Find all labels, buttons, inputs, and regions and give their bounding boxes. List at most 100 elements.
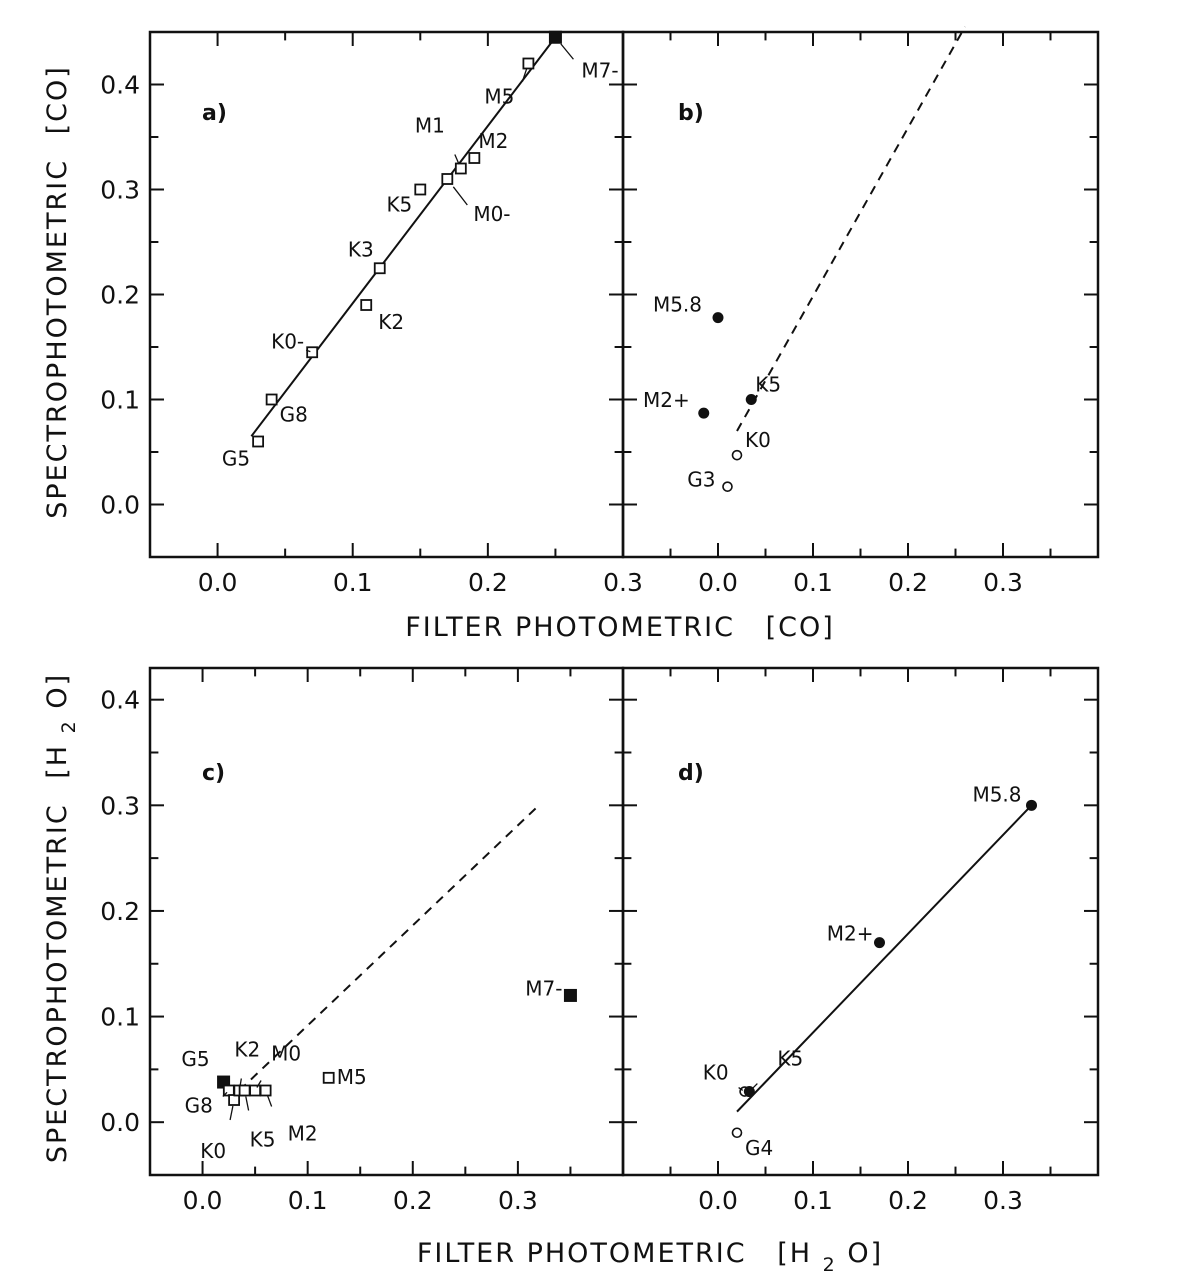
bottom-ylabel-unit-prefix: [H <box>42 744 73 779</box>
point-m5-8 <box>712 312 724 324</box>
x-tick-label: 0.3 <box>603 568 643 597</box>
y-tick-label: 0.4 <box>100 71 140 100</box>
point-label: G8 <box>185 1094 213 1118</box>
point-label: K0 <box>745 428 771 452</box>
point-label: G5 <box>181 1047 209 1071</box>
point-label: M2+ <box>643 388 690 412</box>
y-tick-label: 0.4 <box>100 686 140 715</box>
point-label: M5 <box>484 85 514 109</box>
y-tick-label: 0.1 <box>100 1003 140 1032</box>
point-label: M5 <box>337 1065 367 1089</box>
point-m5 <box>322 1071 335 1084</box>
point-m1 <box>454 162 467 175</box>
point-g3 <box>722 481 733 492</box>
point-m0-minus <box>441 173 454 185</box>
point-k5 <box>414 183 427 196</box>
svg-text:SPECTROPHOTOMETRIC [CO]: SPECTROPHOTOMETRIC [CO] <box>42 65 73 519</box>
point-k2 <box>360 299 373 311</box>
leader-line <box>229 1105 234 1121</box>
point-label: K5 <box>755 373 781 397</box>
point-label: K5 <box>386 193 412 217</box>
point-g5 <box>252 435 265 448</box>
top-ylabel-main: SPECTROPHOTOMETRIC <box>42 159 73 519</box>
point-label: M2 <box>288 1122 318 1146</box>
bottom-y-axis-title: SPECTROPHOTOMETRIC [H 2 O] <box>42 673 82 1163</box>
leader-line <box>305 349 311 353</box>
point-m7-minus <box>548 30 562 44</box>
top-ylabel-unit: [CO] <box>42 65 73 134</box>
x-tick-label: 0.1 <box>288 1186 328 1215</box>
point-label: M5.8 <box>972 782 1021 806</box>
svg-text:FILTER PHOTOMETRIC [H: FILTER PHOTOMETRIC [H 2 O] <box>417 1238 883 1278</box>
bottom-xlabel-main: FILTER PHOTOMETRIC <box>417 1238 747 1269</box>
point-k0 <box>228 1094 240 1106</box>
point-m5 <box>522 57 535 70</box>
x-tick-label: 0.1 <box>793 1186 833 1215</box>
point-g4 <box>731 1127 743 1139</box>
top-y-axis-title: SPECTROPHOTOMETRIC [CO] <box>42 65 73 519</box>
point-label: M2 <box>478 129 508 153</box>
leader-line <box>560 43 574 60</box>
x-tick-label: 0.1 <box>333 568 373 597</box>
point-label: M2+ <box>827 922 874 946</box>
panel-tag: c) <box>202 761 225 786</box>
point-k0 <box>731 449 743 461</box>
point-label: G5 <box>222 447 250 471</box>
x-tick-label: 0.2 <box>393 1186 433 1215</box>
point-m7-minus <box>563 988 577 1002</box>
point-label: G8 <box>280 403 308 427</box>
point-label: M1 <box>415 114 445 138</box>
point-label: K2 <box>378 310 404 334</box>
point-k5 <box>238 1084 251 1097</box>
point-label: K5 <box>777 1047 803 1071</box>
x-tick-label: 0.3 <box>983 1186 1023 1215</box>
x-tick-label: 0.1 <box>793 568 833 597</box>
y-tick-label: 0.3 <box>100 176 140 205</box>
leader-line <box>266 1095 273 1107</box>
x-tick-label: 0.0 <box>698 568 738 597</box>
y-tick-label: 0.0 <box>100 491 140 520</box>
x-tick-label: 0.2 <box>468 568 508 597</box>
bottom-ylabel-main: SPECTROPHOTOMETRIC <box>42 803 73 1163</box>
panel-tag: b) <box>678 101 704 126</box>
x-tick-label: 0.2 <box>888 568 928 597</box>
point-label: M5.8 <box>653 293 702 317</box>
y-tick-label: 0.3 <box>100 791 140 820</box>
x-tick-label: 0.3 <box>498 1186 538 1215</box>
point-label: K0 <box>703 1061 729 1085</box>
svg-text:FILTER PHOTOMETRIC [CO]: FILTER PHOTOMETRIC [CO] <box>405 612 834 643</box>
panel-3: 0.0 0.1 0.2 0.3 0.0 0.1 0.2 0.3 0.4 c) G5 G8 K0 K2 K5 M… <box>100 666 625 1215</box>
plot-area: 0.0 0.1 0.2 0.3 0.0 0.1 0.2 0.3 0.4 a) G5 G8 K0- K2 K3… <box>100 26 1100 1215</box>
point-m2-minus <box>874 937 885 949</box>
panel-frame <box>148 666 625 1177</box>
bottom-xlabel-unit-sub: 2 <box>823 1254 837 1276</box>
point-label: M0 <box>271 1042 301 1066</box>
y-tick-label: 0.2 <box>100 897 140 926</box>
x-tick-label: 0.0 <box>198 568 238 597</box>
panel-2: 0.0 0.1 0.2 0.3 b) G3 K0 K5 M2+ M5.8 <box>621 26 1100 597</box>
leader-line <box>222 1091 228 1097</box>
leader-line <box>521 68 528 82</box>
point-m0 <box>249 1084 262 1097</box>
leader-line <box>245 1096 250 1111</box>
panel-1: 0.0 0.1 0.2 0.3 0.0 0.1 0.2 0.3 0.4 a) G5 G8 K0- K2 K3… <box>100 30 643 597</box>
x-tick-label: 0.3 <box>983 568 1023 597</box>
top-xlabel-main: FILTER PHOTOMETRIC <box>405 612 735 643</box>
point-g8 <box>265 393 278 406</box>
point-label: K2 <box>234 1038 260 1062</box>
dashed-fit-line <box>238 804 540 1092</box>
y-tick-label: 0.2 <box>100 281 140 310</box>
solid-fit-line <box>250 36 557 437</box>
point-label: M7- <box>525 976 562 1000</box>
top-xlabel-unit: [CO] <box>766 612 835 643</box>
point-label: K0 <box>200 1139 226 1163</box>
panel-tag: a) <box>202 101 227 126</box>
point-k5 <box>745 394 757 405</box>
point-m5-8 <box>1026 799 1037 811</box>
svg-text:SPECTROPHOTOMETRIC [H: SPECTROPHOTOMETRIC [H 2 O] <box>42 673 82 1163</box>
point-label: M7- <box>581 58 618 82</box>
x-tick-label: 0.0 <box>183 1186 223 1215</box>
solid-fit-line <box>736 804 1033 1113</box>
bottom-ylabel-unit-sub: 2 <box>58 719 80 733</box>
